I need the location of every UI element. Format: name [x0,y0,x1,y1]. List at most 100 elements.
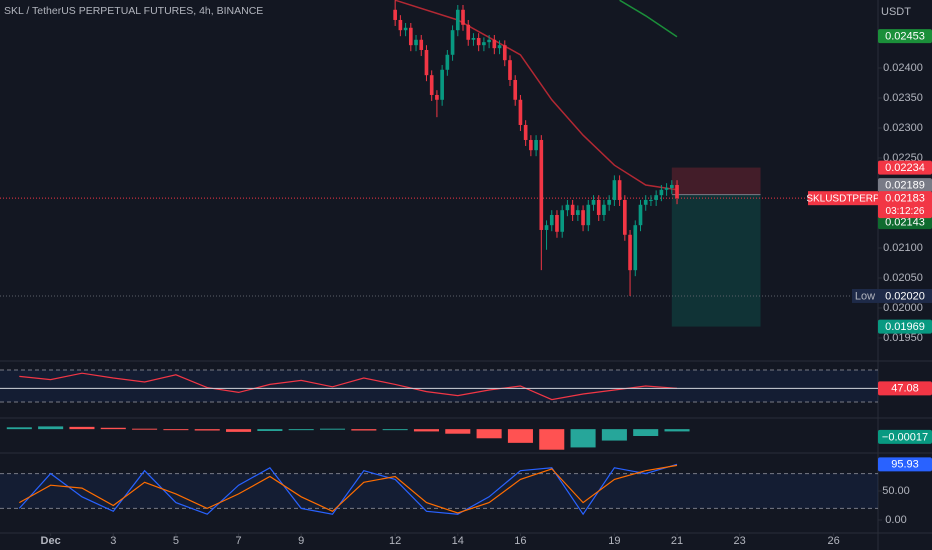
histogram-bar [194,429,220,431]
candle-body [476,37,481,46]
candle-body [586,204,591,226]
histogram-bar [445,429,471,434]
symbol-badge [808,191,878,206]
histogram-bar [351,429,377,431]
candle-body [664,187,669,190]
histogram-bar [38,426,64,430]
value-badge-label: 95.93 [891,459,919,471]
histogram-bar [601,429,627,441]
candle-body [529,139,533,151]
histogram-bar [132,428,158,430]
band [0,370,878,402]
indicator-line [18,463,678,516]
candle-body [429,75,434,95]
candle-body [403,27,408,31]
candle-body [450,30,455,55]
symbol-name: SKLUSDTPERP [806,193,880,204]
candle-body [445,54,450,70]
x-tick-label: 9 [298,535,304,547]
candle-body [502,45,507,61]
histogram-bar [382,429,408,431]
x-tick-label: 23 [734,535,746,547]
candle-body [576,210,580,215]
candle-body [623,199,627,235]
y-tick-label: 0.02050 [883,272,923,284]
histogram-bar [6,427,32,430]
candle-body [612,180,617,200]
candle-body [675,184,679,199]
price-badge [878,178,932,193]
position-target-zone [671,194,761,327]
candle-body [523,124,528,140]
indicator-line [19,464,678,514]
histogram-bar [288,429,314,431]
histogram-bar [163,429,189,431]
y-tick-label: 0.02000 [883,302,923,314]
position-stop-zone [671,167,761,195]
price-badge [878,29,932,44]
candle-body [654,195,658,200]
candle-body [638,204,643,226]
y-tick-label: 0.02100 [883,242,923,254]
x-tick-label: 7 [235,535,241,547]
histogram-bar [413,429,439,432]
histogram-bar [507,429,533,443]
candle-body [455,9,460,31]
candle-body [440,69,444,100]
x-tick-label: 3 [110,535,116,547]
candle-body [544,225,549,230]
y-tick-label: 0.02350 [883,92,923,104]
candle-body [414,39,418,46]
price-badge-label: 0.02143 [885,217,925,229]
value-badge [878,457,932,472]
histogram-bar [226,429,252,432]
candle-body [617,180,622,200]
low-badge [852,288,932,303]
candle-body [659,189,664,196]
candle-body [534,139,538,151]
low-badge-title: Low [855,290,875,302]
x-tick-label: 12 [389,535,401,547]
histogram-bar [69,426,95,430]
price-badge [878,215,932,230]
histogram-bar [570,429,596,448]
y-tick-label: 0.02400 [883,62,923,74]
value-badge [878,429,932,444]
candle-body [539,139,544,230]
candle-body [497,45,502,49]
x-tick-label: 14 [452,535,464,547]
y-tick-label: 0.00 [885,514,906,526]
candle-body [596,199,601,215]
x-tick-label: Dec [41,535,61,547]
candle-body [549,214,554,226]
countdown: 03:12:26 [886,206,925,217]
price-badge-label: 0.02453 [885,31,925,43]
y-tick-label: 50.00 [882,485,910,497]
y-tick-label: 0.02300 [883,122,923,134]
candle-body [565,204,570,211]
candle-body [649,199,653,201]
candle-body [628,234,632,271]
candle-body [555,214,559,232]
y-tick-label: 0.01950 [883,332,923,344]
candle-body [435,94,439,100]
current-price: 0.02183 [885,193,925,205]
histogram-bar [257,429,283,431]
x-tick-label: 19 [608,535,620,547]
candle-body [398,19,403,31]
histogram-bar [633,429,659,436]
candle-body [408,27,413,46]
low-badge-value: 0.02020 [885,290,925,302]
candle-body [643,199,648,205]
indicator-line [619,0,678,38]
x-tick-label: 26 [828,535,840,547]
histogram-bar [664,429,690,432]
candle-body [591,199,596,205]
candle-body [669,184,674,188]
candle-body [508,60,512,80]
candle-body [602,204,606,215]
histogram-bar [319,428,346,430]
candle-body [461,9,465,25]
candle-body [581,210,585,226]
